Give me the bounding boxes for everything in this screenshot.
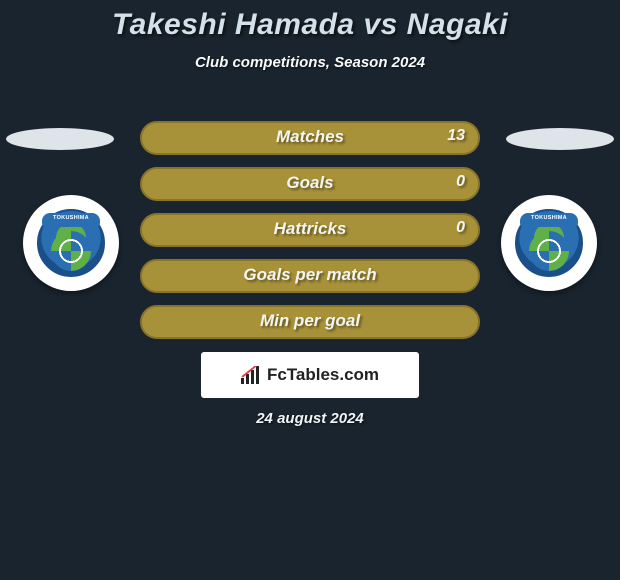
- stat-row: Hattricks 0: [0, 212, 620, 258]
- stat-row: Matches 13: [0, 120, 620, 166]
- stat-row: Goals 0: [0, 166, 620, 212]
- stat-row: Goals per match: [0, 258, 620, 304]
- stat-value-right: 0: [456, 173, 465, 191]
- stat-label: Goals per match: [0, 265, 620, 285]
- comparison-title: Takeshi Hamada vs Nagaki: [0, 0, 620, 42]
- brand-logo: FcTables.com: [241, 365, 379, 385]
- date-label: 24 august 2024: [0, 410, 620, 427]
- stat-label: Hattricks: [0, 219, 620, 239]
- stats-container: Matches 13 Goals 0 Hattricks 0 Goals per…: [0, 120, 620, 350]
- stat-label: Min per goal: [0, 311, 620, 331]
- stat-value-right: 13: [447, 127, 465, 145]
- brand-box: FcTables.com: [201, 352, 419, 398]
- stat-row: Min per goal: [0, 304, 620, 350]
- stat-value-right: 0: [456, 219, 465, 237]
- stat-label: Matches: [0, 127, 620, 147]
- comparison-subtitle: Club competitions, Season 2024: [0, 54, 620, 71]
- bar-chart-icon: [241, 366, 263, 384]
- brand-text: FcTables.com: [267, 365, 379, 385]
- stat-label: Goals: [0, 173, 620, 193]
